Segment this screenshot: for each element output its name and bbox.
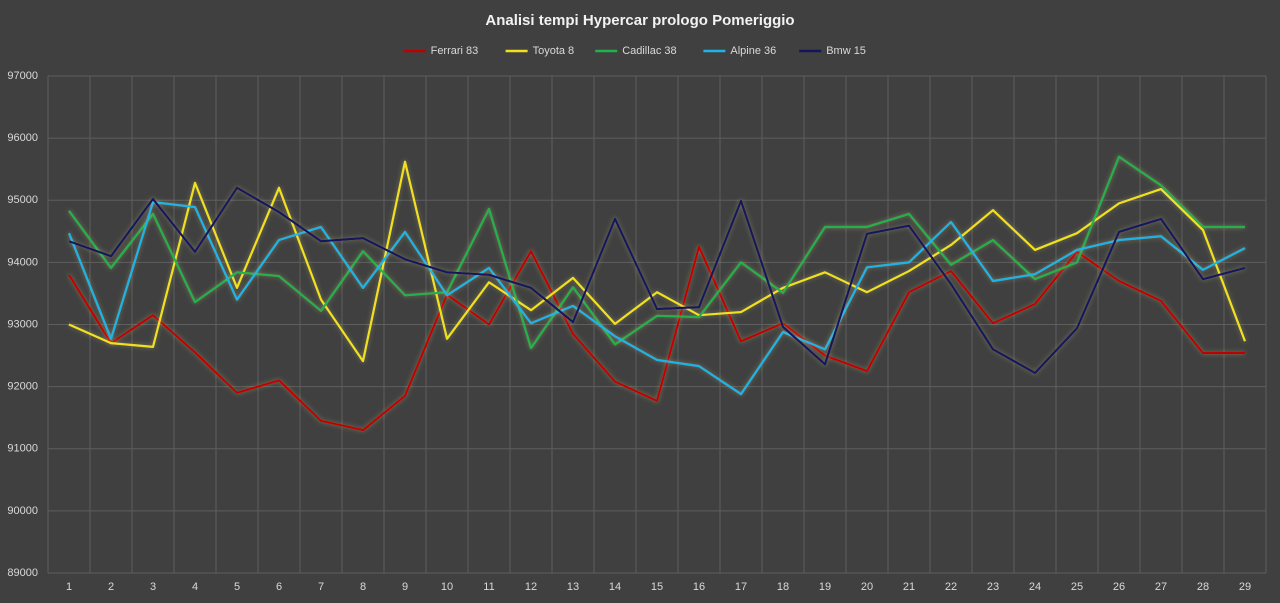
x-tick-label: 25 bbox=[1071, 581, 1083, 593]
x-tick-label: 27 bbox=[1155, 581, 1167, 593]
y-tick-label: 93000 bbox=[7, 318, 38, 330]
chart-title: Analisi tempi Hypercar prologo Pomeriggi… bbox=[485, 12, 794, 29]
x-tick-label: 28 bbox=[1197, 581, 1209, 593]
y-tick-label: 91000 bbox=[7, 443, 38, 455]
x-tick-label: 24 bbox=[1029, 581, 1041, 593]
y-tick-label: 96000 bbox=[7, 132, 38, 144]
x-tick-label: 13 bbox=[567, 581, 579, 593]
x-tick-label: 7 bbox=[318, 581, 324, 593]
legend-label: Cadillac 38 bbox=[622, 45, 676, 57]
x-tick-label: 19 bbox=[819, 581, 831, 593]
legend-label: Bmw 15 bbox=[826, 45, 866, 57]
x-tick-label: 11 bbox=[483, 581, 494, 593]
x-tick-label: 20 bbox=[861, 581, 873, 593]
x-tick-label: 1 bbox=[66, 581, 72, 593]
x-tick-label: 4 bbox=[192, 581, 198, 593]
series-line bbox=[68, 245, 1245, 432]
y-tick-label: 90000 bbox=[7, 505, 38, 517]
x-tick-label: 6 bbox=[276, 581, 282, 593]
x-tick-label: 15 bbox=[651, 581, 663, 593]
x-tick-label: 23 bbox=[987, 581, 999, 593]
x-tick-label: 26 bbox=[1113, 581, 1125, 593]
legend-label: Ferrari 83 bbox=[431, 45, 479, 57]
x-tick-label: 16 bbox=[693, 581, 705, 593]
x-tick-label: 18 bbox=[777, 581, 789, 593]
x-tick-label: 5 bbox=[234, 581, 240, 593]
x-tick-label: 22 bbox=[945, 581, 957, 593]
series-line bbox=[68, 160, 1247, 363]
legend-label: Toyota 8 bbox=[533, 45, 575, 57]
x-tick-label: 17 bbox=[735, 581, 747, 593]
series-line bbox=[67, 201, 1246, 396]
x-tick-label: 8 bbox=[360, 581, 366, 593]
series-line bbox=[68, 155, 1245, 350]
legend-label: Alpine 36 bbox=[730, 45, 776, 57]
series-line bbox=[68, 186, 1246, 375]
x-tick-label: 12 bbox=[525, 581, 537, 593]
y-tick-label: 97000 bbox=[7, 70, 38, 82]
x-tick-label: 29 bbox=[1239, 581, 1251, 593]
y-tick-label: 94000 bbox=[7, 256, 38, 268]
x-tick-label: 9 bbox=[402, 581, 408, 593]
x-tick-label: 3 bbox=[150, 581, 156, 593]
x-tick-label: 2 bbox=[108, 581, 114, 593]
y-tick-label: 89000 bbox=[7, 567, 38, 579]
x-tick-label: 10 bbox=[441, 581, 453, 593]
x-tick-label: 21 bbox=[903, 581, 915, 593]
y-tick-label: 92000 bbox=[7, 381, 38, 393]
x-tick-label: 14 bbox=[609, 581, 621, 593]
y-tick-label: 95000 bbox=[7, 194, 38, 206]
